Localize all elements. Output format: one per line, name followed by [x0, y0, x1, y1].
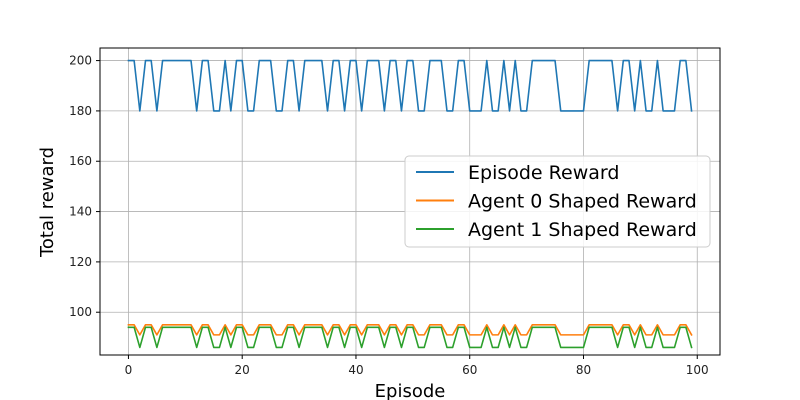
series-line-agent-0-shaped-reward	[127, 323, 693, 336]
x-tick-label: 20	[235, 363, 250, 377]
y-axis-label: Total reward	[37, 147, 58, 258]
y-tick-label: 120	[69, 255, 92, 269]
legend: Episode Reward Agent 0 Shaped Reward Agent…	[404, 155, 711, 248]
y-tick-label: 140	[69, 205, 92, 219]
legend-box	[404, 155, 711, 248]
y-axis-ticks: 100 120 140 160 180 200	[69, 54, 100, 319]
series-line-episode-reward	[127, 59, 693, 112]
y-tick-label: 100	[69, 305, 92, 319]
plot-frame	[99, 47, 721, 356]
x-tick-label: 40	[348, 363, 363, 377]
x-axis-label: Episode	[375, 381, 446, 400]
x-tick-label: 100	[686, 363, 709, 377]
x-tick-label: 60	[462, 363, 477, 377]
legend-label: Agent 0 Shaped Reward	[468, 191, 697, 213]
series-line-agent-1-shaped-reward	[127, 326, 693, 349]
legend-label: Episode Reward	[468, 162, 619, 184]
x-axis-ticks: 0 20 40 60 80 100	[125, 355, 709, 377]
y-tick-label: 160	[69, 154, 92, 168]
y-tick-label: 180	[69, 104, 92, 118]
y-tick-label: 200	[69, 54, 92, 68]
series-lines	[127, 59, 693, 349]
x-tick-label: 0	[125, 363, 133, 377]
legend-label: Agent 1 Shaped Reward	[468, 219, 697, 241]
x-tick-label: 80	[576, 363, 591, 377]
